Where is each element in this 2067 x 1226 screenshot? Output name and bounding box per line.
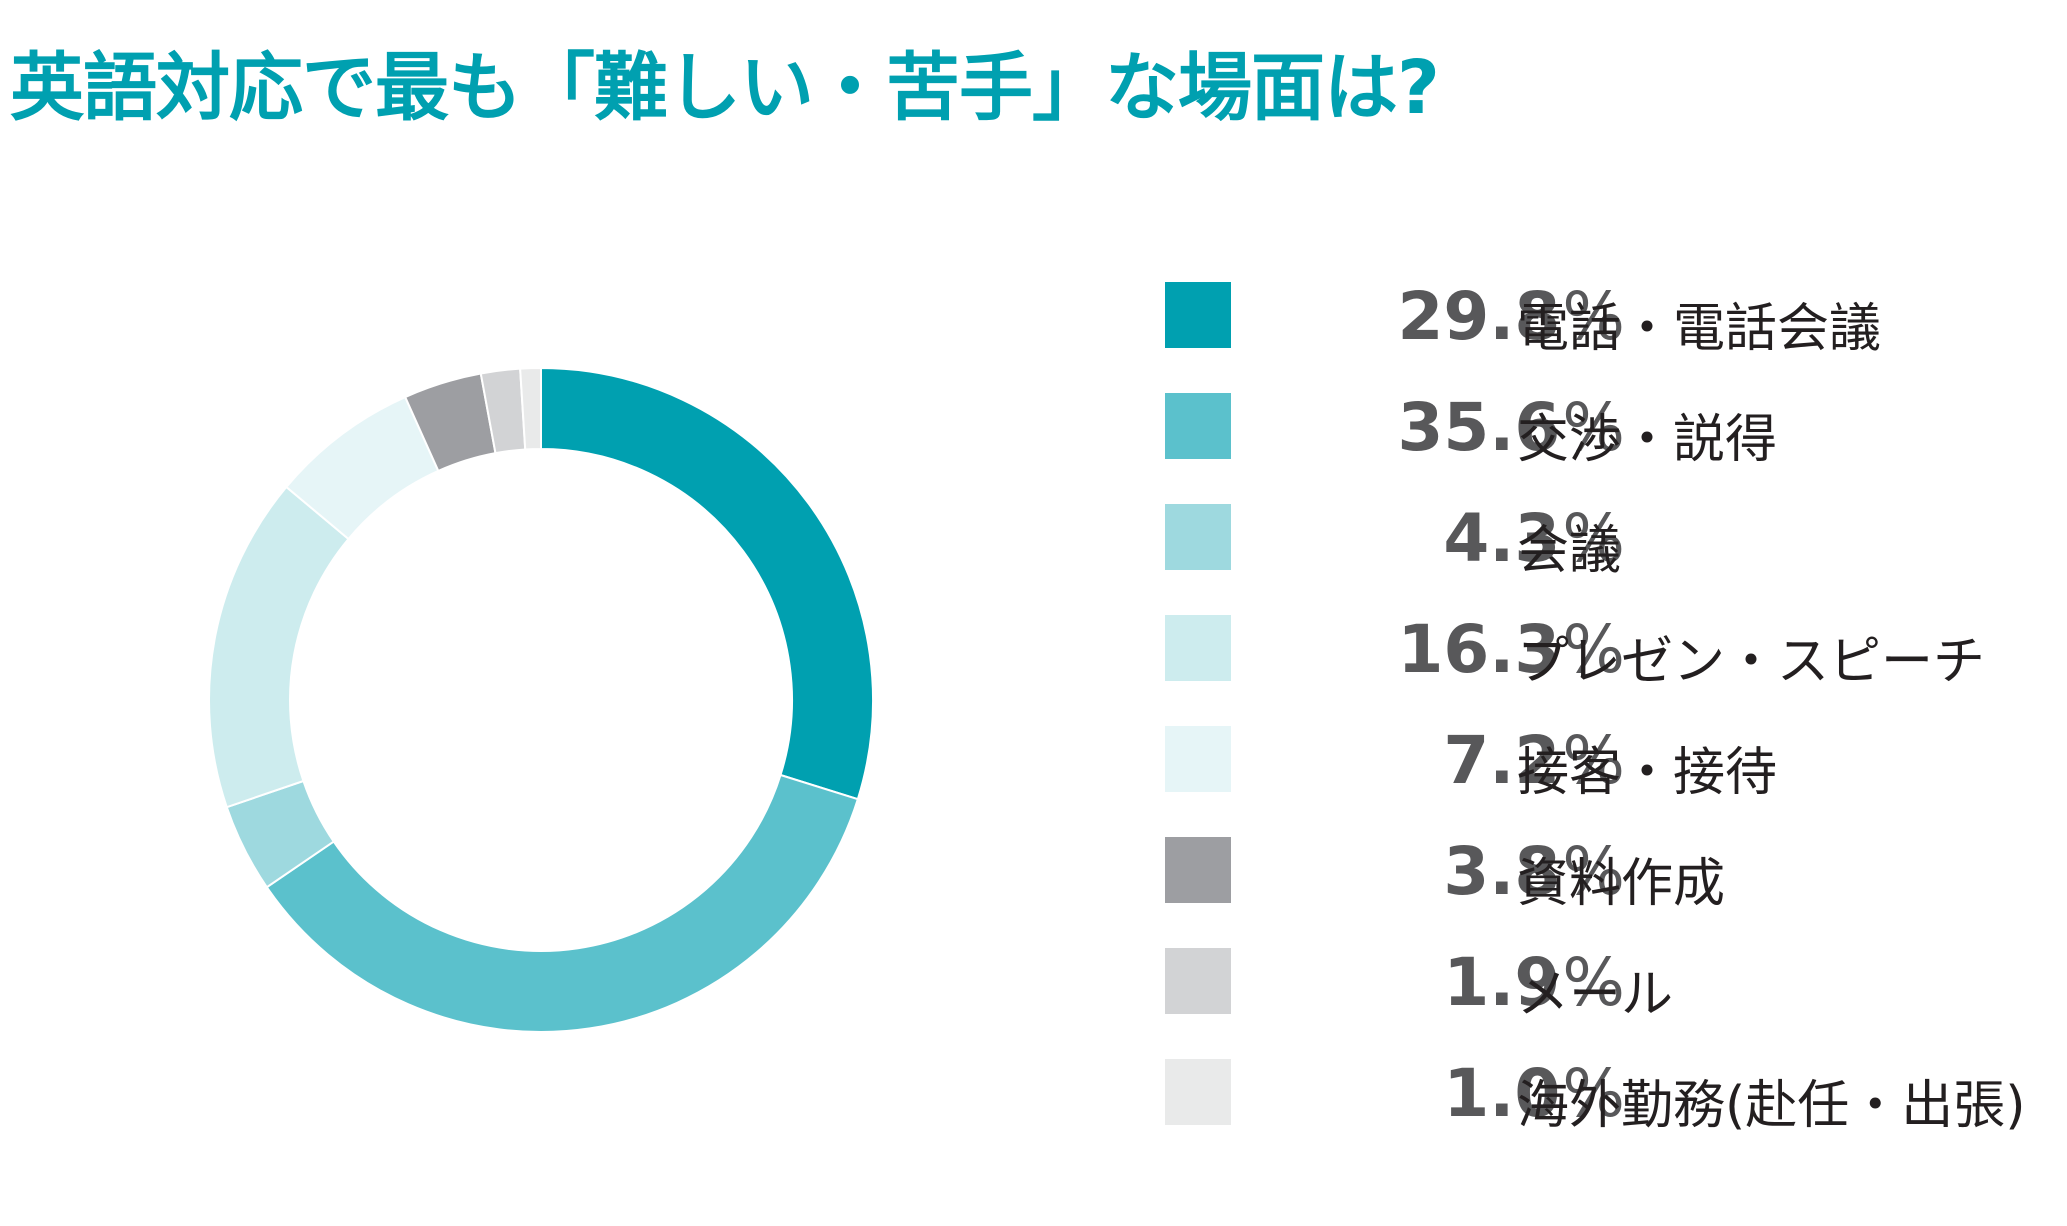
legend-percentage: 35.6%: [1255, 389, 1625, 466]
donut-slice-8: [519, 366, 542, 451]
legend-percentage: 16.3%: [1255, 611, 1625, 688]
legend-swatch: [1165, 393, 1231, 459]
legend-value: 7.2: [1443, 722, 1561, 799]
legend-percentage: 1.9%: [1255, 944, 1625, 1021]
legend-unit: %: [1562, 833, 1625, 910]
legend-swatch: [1165, 948, 1231, 1014]
legend-unit: %: [1562, 278, 1625, 355]
legend-unit: %: [1562, 611, 1625, 688]
donut-chart: [208, 366, 874, 1033]
legend-value: 35.6: [1397, 389, 1561, 466]
legend-item: 29.8% 電話・電話会議: [1165, 278, 2045, 393]
legend-item: 1.9% メール: [1165, 944, 2045, 1059]
legend-percentage: 1.0%: [1255, 1055, 1625, 1132]
donut-slices: [208, 366, 874, 1033]
legend-unit: %: [1562, 1055, 1625, 1132]
legend-swatch: [1165, 837, 1231, 903]
donut-slice-2: [265, 773, 860, 1033]
legend: 29.8% 電話・電話会議 35.6% 交渉・説得 4.3% 会議 16.3% プレゼン・スピ…: [1165, 278, 2045, 1170]
legend-item: 35.6% 交渉・説得: [1165, 389, 2045, 504]
legend-unit: %: [1562, 944, 1625, 1021]
legend-label: 交渉・説得: [1517, 410, 1778, 470]
legend-swatch: [1165, 504, 1231, 570]
legend-item: 4.3% 会議: [1165, 500, 2045, 615]
legend-unit: %: [1562, 389, 1625, 466]
legend-percentage: 4.3%: [1255, 500, 1625, 577]
legend-label: プレゼン・スピーチ: [1517, 632, 1986, 692]
legend-value: 1.9: [1443, 944, 1561, 1021]
legend-unit: %: [1562, 722, 1625, 799]
legend-percentage: 7.2%: [1255, 722, 1625, 799]
legend-swatch: [1165, 1059, 1231, 1125]
legend-swatch: [1165, 726, 1231, 792]
chart-title: 英語対応で最も「難しい・苦手」な場面は?: [10, 45, 1440, 131]
legend-label: 海外勤務(赴任・出張): [1517, 1076, 2026, 1136]
legend-item: 7.2% 接客・接待: [1165, 722, 2045, 837]
legend-label: メール: [1517, 965, 1674, 1025]
legend-value: 4.3: [1443, 500, 1561, 577]
legend-label: 会議: [1517, 521, 1622, 581]
legend-item: 16.3% プレゼン・スピーチ: [1165, 611, 2045, 726]
legend-swatch: [1165, 615, 1231, 681]
legend-label: 資料作成: [1517, 854, 1726, 914]
legend-percentage: 3.8%: [1255, 833, 1625, 910]
legend-percentage: 29.8%: [1255, 278, 1625, 355]
legend-item: 1.0% 海外勤務(赴任・出張): [1165, 1055, 2045, 1170]
legend-value: 1.0: [1443, 1055, 1561, 1132]
legend-label: 電話・電話会議: [1517, 299, 1882, 359]
donut-slice-1: [540, 366, 874, 801]
legend-unit: %: [1562, 500, 1625, 577]
legend-swatch: [1165, 282, 1231, 348]
legend-value: 29.8: [1397, 278, 1561, 355]
legend-label: 接客・接待: [1517, 743, 1778, 803]
legend-value: 3.8: [1443, 833, 1561, 910]
legend-value: 16.3: [1397, 611, 1561, 688]
donut-slice-4: [208, 485, 350, 809]
legend-item: 3.8% 資料作成: [1165, 833, 2045, 948]
